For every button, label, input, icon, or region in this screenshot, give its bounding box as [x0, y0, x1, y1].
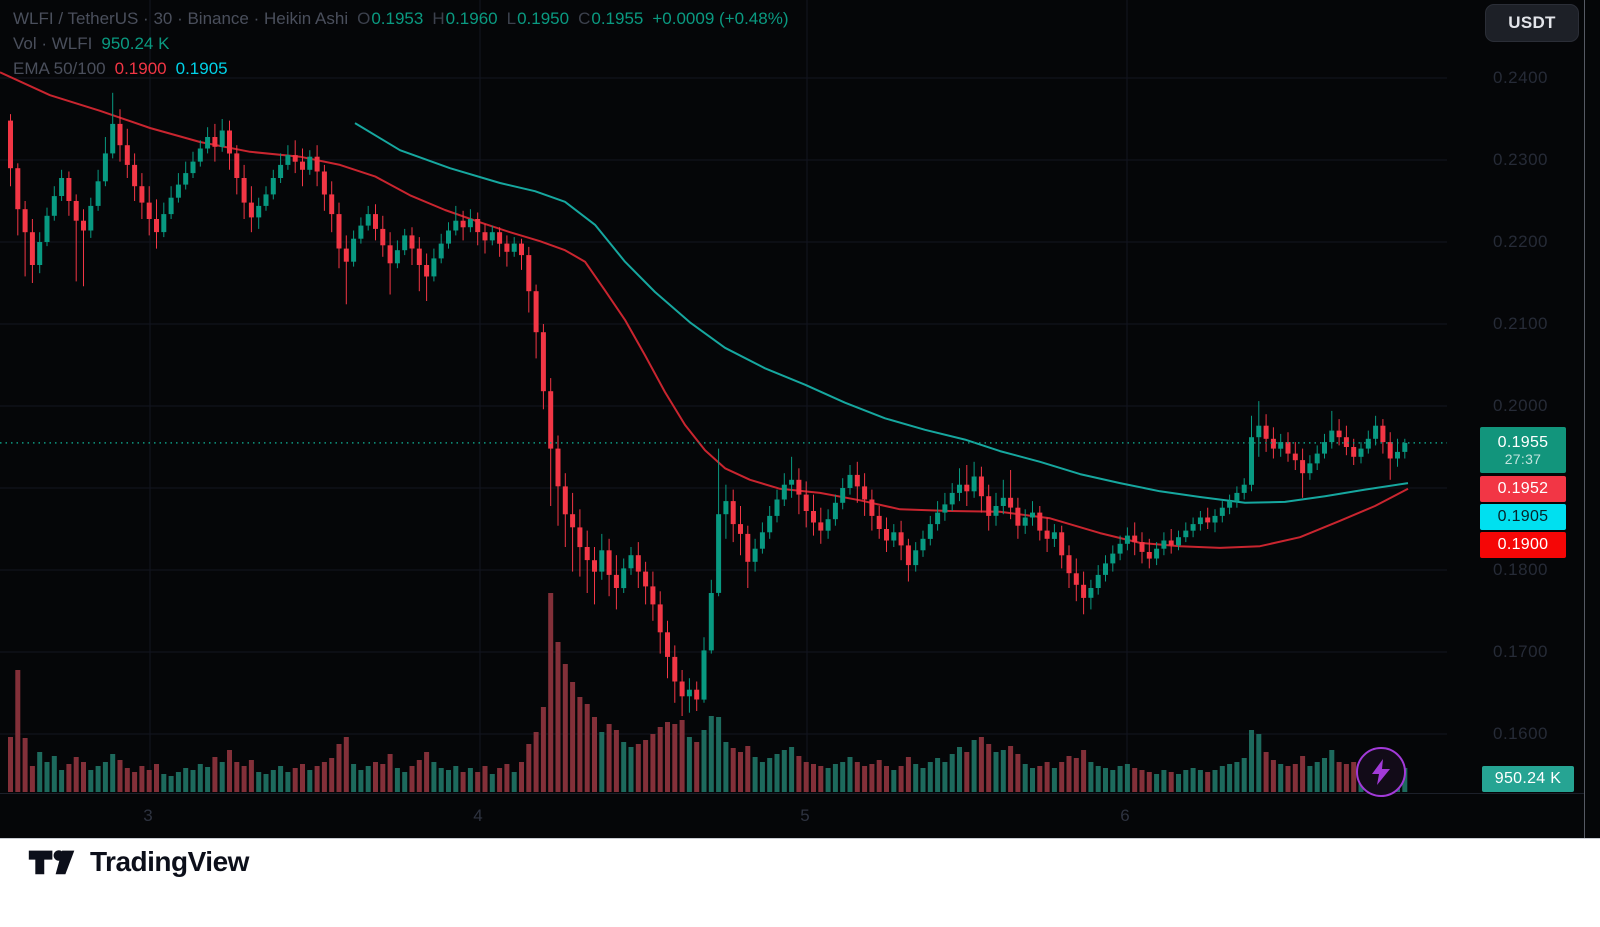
grid: [0, 0, 1447, 793]
volume-value: 950.24 K: [101, 34, 170, 53]
time-tick-label: 6: [1120, 806, 1130, 825]
open-value: 0.1953: [371, 9, 424, 28]
ema50-line: [0, 71, 1409, 549]
candle-series: [8, 92, 1408, 716]
real-price-badge: 0.1952: [1480, 476, 1566, 502]
high-value: 0.1960: [445, 9, 498, 28]
bar-countdown: 27:37: [1504, 450, 1542, 467]
close-value: 0.1955: [591, 9, 644, 28]
volume-series: [8, 593, 1408, 792]
ema100-value: 0.1905: [175, 59, 228, 78]
last-price-badge: 0.1955 27:37: [1480, 427, 1566, 473]
symbol-title[interactable]: WLFI / TetherUS · 30 · Binance · Heikin …: [13, 9, 349, 28]
volume-label[interactable]: Vol · WLFI: [13, 34, 93, 53]
ema-label[interactable]: EMA 50/100: [13, 59, 106, 78]
time-tick-label: 5: [800, 806, 810, 825]
tradingview-logo-text: TradingView: [90, 846, 249, 877]
ema50-price-badge: 0.1900: [1480, 532, 1566, 558]
price-tick-label: 0.1600: [1493, 724, 1548, 743]
open-label: O: [357, 9, 371, 28]
instant-order-button[interactable]: [1356, 747, 1406, 797]
legend-volume-row: Vol · WLFI 950.24 K: [13, 31, 788, 56]
tradingview-logo-icon: [28, 850, 75, 875]
price-tick-label: 0.2300: [1493, 150, 1548, 169]
volume-badge: 950.24 K: [1482, 766, 1574, 792]
ema100-line: [354, 122, 1409, 504]
price-tick-label: 0.1700: [1493, 642, 1548, 661]
ema100-price-badge: 0.1905: [1480, 504, 1566, 530]
ema50-value: 0.1900: [114, 59, 167, 78]
price-tick-label: 0.2400: [1493, 68, 1548, 87]
low-value: 0.1950: [517, 9, 570, 28]
high-label: H: [432, 9, 445, 28]
chart-legend: WLFI / TetherUS · 30 · Binance · Heikin …: [13, 6, 788, 81]
last-price-value: 0.1955: [1497, 433, 1549, 451]
price-tick-label: 0.2200: [1493, 232, 1548, 251]
time-tick-label: 4: [473, 806, 483, 825]
currency-toggle-button[interactable]: USDT: [1485, 4, 1579, 42]
legend-ema-row: EMA 50/100 0.1900 0.1905: [13, 56, 788, 81]
legend-symbol-row: WLFI / TetherUS · 30 · Binance · Heikin …: [13, 6, 788, 31]
price-tick-label: 0.2000: [1493, 396, 1548, 415]
chart-pane[interactable]: WLFI / TetherUS · 30 · Binance · Heikin …: [0, 0, 1600, 839]
close-label: C: [578, 9, 591, 28]
lightning-icon: [1372, 759, 1390, 785]
change-value: +0.0009 (+0.48%): [652, 9, 789, 28]
price-tick-label: 0.1800: [1493, 560, 1548, 579]
low-label: L: [506, 9, 517, 28]
candlestick-chart-canvas[interactable]: [0, 0, 1600, 838]
price-axis-border: [1584, 0, 1585, 838]
footer-brand[interactable]: TradingView: [28, 845, 249, 879]
time-tick-label: 3: [143, 806, 153, 825]
price-tick-label: 0.2100: [1493, 314, 1548, 333]
